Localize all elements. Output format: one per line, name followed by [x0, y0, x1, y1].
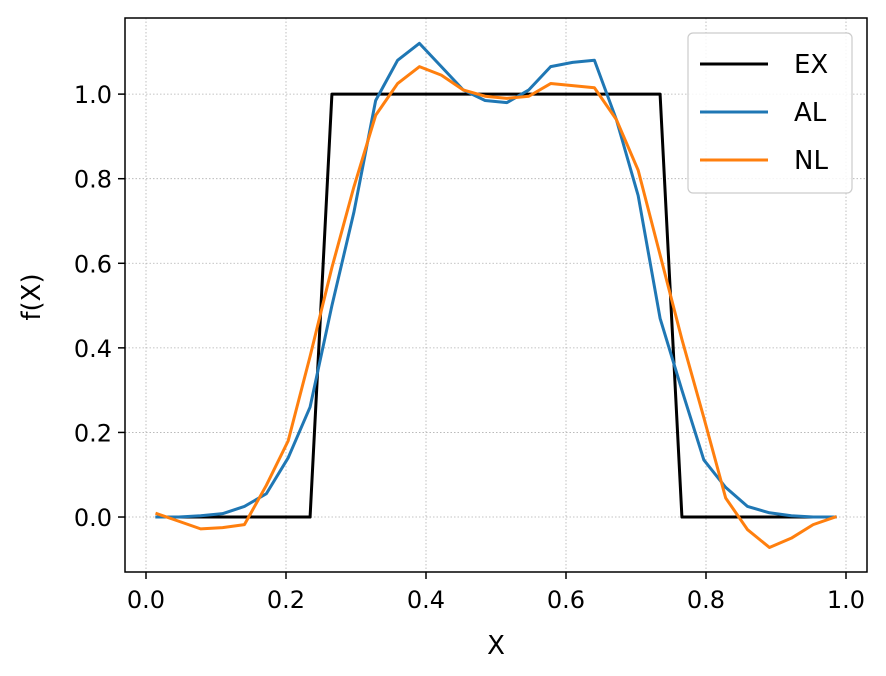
series-lines [155, 41, 837, 549]
y-tick-label: 0.6 [74, 250, 112, 278]
axis-ticks: 0.0 0.2 0.4 0.6 0.8 1.0 0.0 0.2 0.4 0.6 0.8 1.0 [74, 81, 865, 614]
x-axis-label: X [487, 631, 505, 661]
x-tick-label: 0.0 [127, 586, 165, 614]
y-tick-label: 0.0 [74, 504, 112, 532]
legend-label-nl: NL [794, 146, 828, 176]
legend-label-al: AL [794, 98, 827, 128]
x-tick-label: 1.0 [827, 586, 865, 614]
series-line-nl [155, 65, 837, 549]
grid [125, 18, 867, 572]
legend-box [687, 32, 853, 194]
legend: EX AL NL [687, 32, 853, 194]
y-axis-label: f(X) [17, 273, 47, 320]
x-tick-label: 0.4 [407, 586, 445, 614]
legend-label-ex: EX [794, 50, 828, 80]
series-line-ex [155, 92, 837, 519]
y-tick-label: 1.0 [74, 81, 112, 109]
x-tick-label: 0.2 [267, 586, 305, 614]
y-tick-label: 0.8 [74, 166, 112, 194]
x-tick-label: 0.6 [547, 586, 585, 614]
x-tick-label: 0.8 [687, 586, 725, 614]
y-tick-label: 0.4 [74, 335, 112, 363]
y-tick-label: 0.2 [74, 419, 112, 447]
plot-frame [124, 17, 868, 573]
